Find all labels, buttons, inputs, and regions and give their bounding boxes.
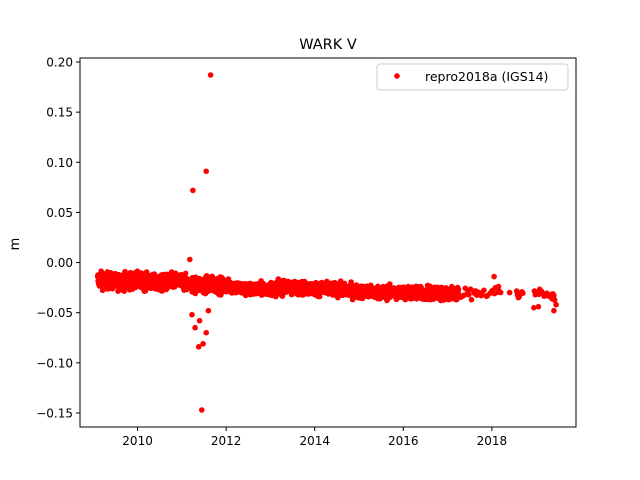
data-point [461, 292, 468, 298]
outlier-point [531, 304, 537, 311]
y-axis-label: m [8, 238, 23, 251]
outlier-point [203, 329, 209, 336]
legend-entry-label: repro2018a (IGS14) [425, 69, 548, 84]
plot-frame [79, 57, 577, 428]
data-point [481, 287, 487, 294]
outlier-point [187, 256, 193, 263]
data-point [468, 296, 475, 303]
outlier-point [207, 72, 214, 78]
outlier-point [551, 307, 557, 314]
data-point [273, 293, 279, 300]
y-tick-label: 0.20 [46, 56, 73, 70]
x-tick-label: 2016 [388, 434, 419, 448]
data-point [467, 286, 474, 293]
outlier-point [196, 317, 203, 324]
y-tick-label: −0.05 [36, 306, 73, 320]
data-point [316, 293, 323, 300]
legend: repro2018a (IGS14) [376, 63, 569, 91]
outlier-point [203, 168, 209, 175]
legend-frame [376, 63, 569, 91]
outlier-point [506, 289, 513, 296]
outlier-point [199, 407, 205, 413]
data-point [99, 287, 106, 294]
data-point [551, 292, 557, 299]
y-tick-label: −0.10 [36, 356, 73, 370]
y-tick-label: 0.05 [46, 206, 73, 220]
outlier-point [192, 324, 198, 331]
y-tick-label: 0.00 [46, 256, 73, 270]
data-point [497, 289, 504, 296]
data-point [182, 270, 189, 277]
data-points [94, 72, 559, 413]
outlier-point [535, 303, 542, 310]
data-point [551, 297, 558, 303]
data-point [520, 290, 526, 297]
x-tick-label: 2010 [122, 434, 153, 448]
outlier-point [190, 187, 196, 194]
axes: 2010 2012 2014 2016 2018 −0.15 −0.10 −0.05 0.00 0… [36, 56, 577, 448]
outlier-point [189, 311, 195, 318]
chart-title: WARK V [299, 37, 357, 53]
x-tick-label: 2012 [211, 434, 242, 448]
outlier-point [495, 283, 502, 290]
y-tick-label: 0.15 [46, 106, 73, 120]
data-point [455, 287, 462, 293]
x-tick-label: 2014 [299, 434, 330, 448]
outlier-point [195, 344, 202, 350]
outlier-point [553, 301, 559, 308]
y-tick-label: 0.10 [46, 156, 73, 170]
outlier-point [205, 307, 212, 314]
x-tick-label: 2018 [477, 434, 508, 448]
outlier-point [491, 273, 497, 280]
outlier-point [515, 294, 522, 301]
data-point [466, 291, 472, 298]
legend-marker [394, 73, 400, 79]
y-tick-label: −0.15 [36, 406, 73, 420]
outlier-point [200, 341, 206, 347]
